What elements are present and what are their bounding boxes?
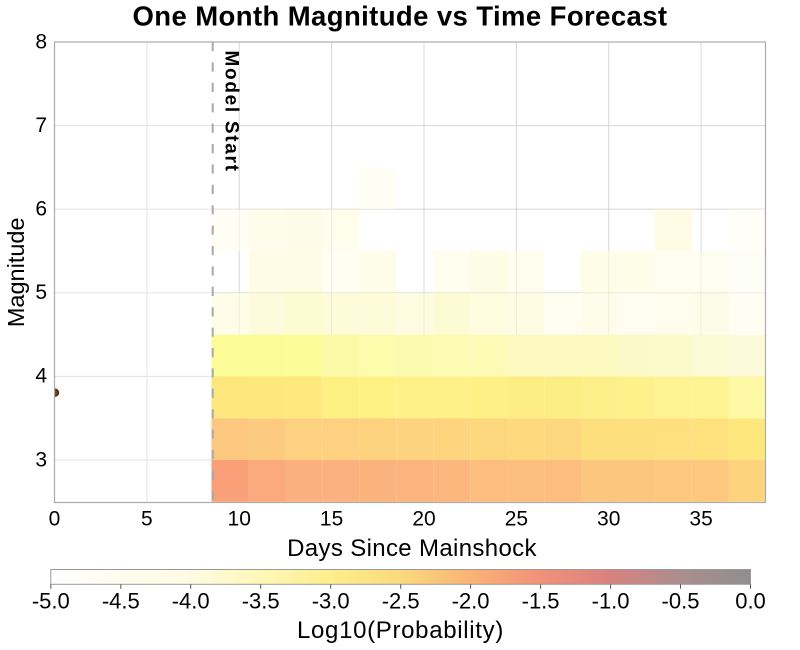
svg-text:-4.0: -4.0 <box>172 589 210 614</box>
svg-text:-1.0: -1.0 <box>592 589 630 614</box>
svg-text:6: 6 <box>35 198 47 221</box>
svg-text:-3.5: -3.5 <box>242 589 280 614</box>
svg-text:Magnitude: Magnitude <box>3 217 29 327</box>
svg-text:5: 5 <box>141 507 153 530</box>
svg-text:Log10(Probability): Log10(Probability) <box>297 617 504 644</box>
svg-text:0: 0 <box>49 507 61 530</box>
svg-text:4: 4 <box>35 365 47 388</box>
svg-text:8: 8 <box>35 30 47 53</box>
svg-text:-5.0: -5.0 <box>32 589 70 614</box>
svg-text:10: 10 <box>228 507 251 530</box>
svg-text:25: 25 <box>505 507 528 530</box>
svg-text:20: 20 <box>412 507 435 530</box>
svg-text:-0.5: -0.5 <box>662 589 700 614</box>
svg-text:5: 5 <box>35 281 47 304</box>
svg-text:One Month Magnitude vs Time Fo: One Month Magnitude vs Time Forecast <box>133 1 668 32</box>
svg-text:-1.5: -1.5 <box>522 589 560 614</box>
svg-text:-4.5: -4.5 <box>102 589 140 614</box>
svg-text:7: 7 <box>35 114 47 137</box>
svg-text:Model Start: Model Start <box>221 51 242 173</box>
svg-text:3: 3 <box>35 448 47 471</box>
svg-text:35: 35 <box>689 507 712 530</box>
svg-text:-3.0: -3.0 <box>312 589 350 614</box>
svg-text:Days Since Mainshock: Days Since Mainshock <box>287 535 537 562</box>
svg-text:-2.5: -2.5 <box>382 589 420 614</box>
svg-text:30: 30 <box>597 507 620 530</box>
svg-text:-2.0: -2.0 <box>452 589 490 614</box>
svg-text:0.0: 0.0 <box>735 589 766 614</box>
svg-text:15: 15 <box>320 507 343 530</box>
